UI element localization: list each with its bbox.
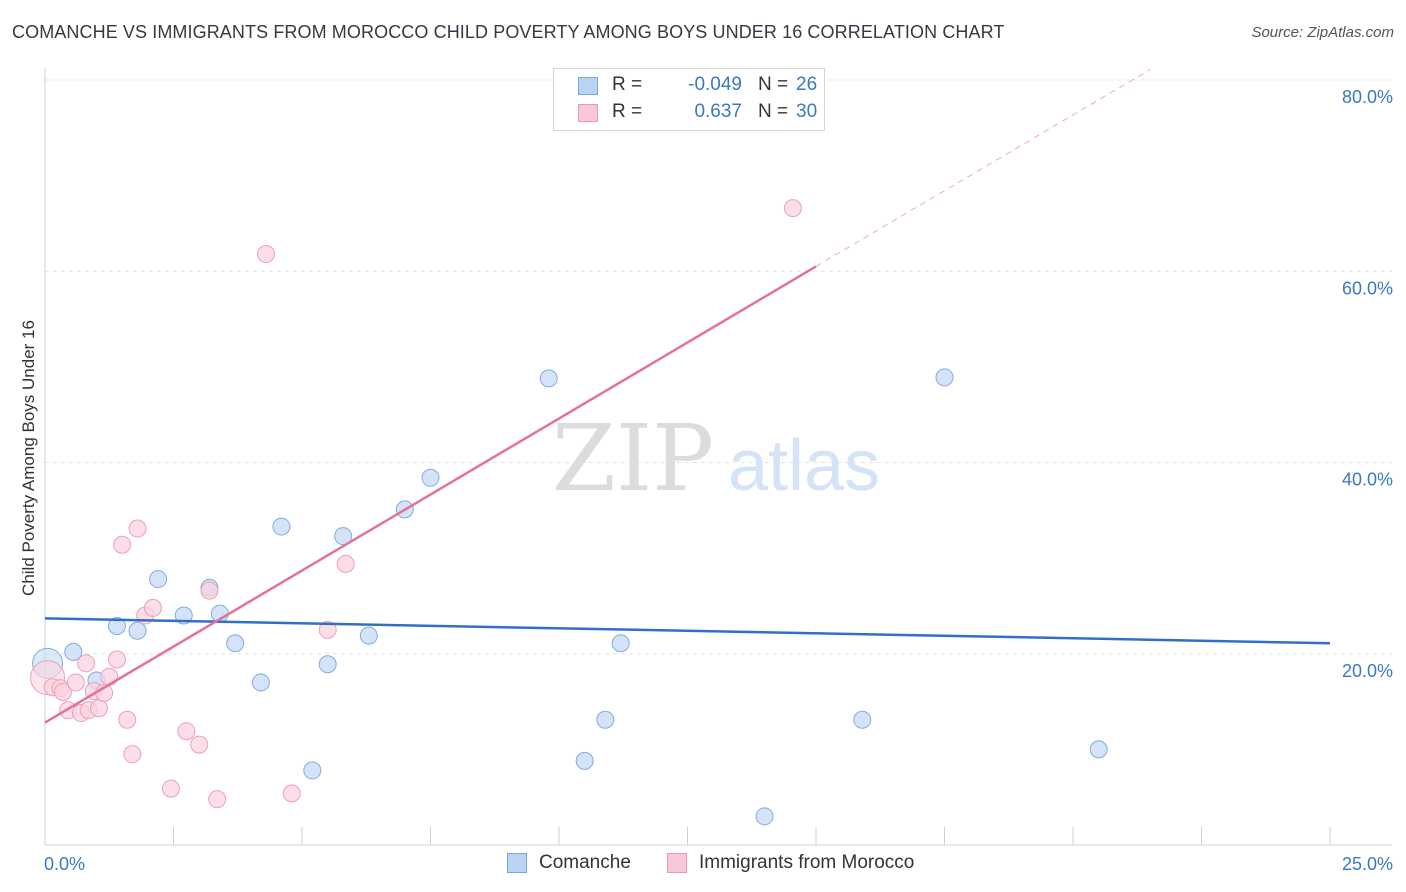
morocco-point [123,745,142,764]
comanche-point [539,369,558,388]
morocco-point [161,779,180,798]
morocco-point [128,519,147,538]
morocco-point [53,683,72,701]
bottom-legend-label-comanche: Comanche [539,852,631,873]
morocco-points [30,199,802,809]
legend-n-value-morocco: 30 [796,101,818,122]
watermark-zip: ZIP [552,405,714,512]
comanche-point [107,617,126,636]
comanche-point [935,368,954,387]
correlation-legend: R = -0.049 N = 26 R = 0.637 N = 30 [553,68,825,131]
comanche-point [755,807,774,826]
comanche-point [272,517,291,536]
legend-swatch-morocco [578,104,598,122]
comanche-point [359,626,378,645]
legend-r-value-morocco: 0.637 [694,101,742,122]
morocco-trend-extension [815,69,1151,267]
morocco-point [66,673,85,692]
morocco-point [113,535,132,554]
y-tick-label: 60.0% [1342,278,1393,298]
comanche-point [64,642,83,661]
morocco-point [208,790,227,809]
x-tick-label: 0.0% [44,854,85,874]
comanche-point [575,751,594,770]
comanche-trend-line [44,617,1331,645]
chart-title: COMANCHE VS IMMIGRANTS FROM MOROCCO CHIL… [12,22,1005,42]
legend-r-label: R = [612,74,643,95]
morocco-point [783,199,802,218]
morocco-trend-line [44,265,817,724]
morocco-point [200,581,219,600]
morocco-point [190,735,209,754]
morocco-point [177,722,196,741]
bottom-legend-swatch-morocco [667,853,687,873]
bottom-legend-label-morocco: Immigrants from Morocco [699,852,915,873]
watermark-atlas: atlas [728,426,880,506]
comanche-point [596,710,615,729]
y-tick-label: 80.0% [1342,87,1393,107]
comanche-point [128,621,147,640]
y-tick-label: 20.0% [1342,661,1393,681]
comanche-point [611,634,630,653]
legend-r-value-comanche: -0.049 [688,74,742,95]
legend-swatch-comanche [578,77,598,95]
morocco-point [100,667,119,686]
comanche-point [853,710,872,729]
comanche-point [149,570,168,589]
morocco-point [318,620,337,639]
axes [44,68,1392,846]
morocco-point [143,598,162,617]
comanche-point [303,761,322,780]
comanche-point [251,673,270,692]
legend-r-label: R = [612,101,643,122]
watermark: ZIP atlas [552,405,880,512]
y-axis-label: Child Poverty Among Boys Under 16 [19,320,38,596]
comanche-point [226,634,245,653]
morocco-point [89,699,108,718]
morocco-point [118,710,137,729]
y-tick-label: 40.0% [1342,470,1393,490]
tick-labels: 20.0% 40.0% 60.0% 80.0% 0.0% 25.0% [44,87,1393,874]
gridlines [45,79,1392,655]
comanche-point [318,655,337,674]
comanche-point [421,468,440,487]
morocco-point [282,784,301,803]
legend-n-label: N = [758,74,789,95]
morocco-point [77,654,96,673]
bottom-legend-swatch-comanche [507,853,527,873]
x-tick-label: 25.0% [1342,854,1393,874]
morocco-point [107,650,126,669]
comanche-point [334,527,353,546]
trend-lines [44,69,1331,724]
legend-n-label: N = [758,101,789,122]
legend-n-value-comanche: 26 [796,74,818,95]
morocco-point [336,554,355,573]
morocco-point [257,245,276,264]
comanche-point [1089,740,1108,759]
source-label: Source: ZipAtlas.com [1251,24,1394,41]
